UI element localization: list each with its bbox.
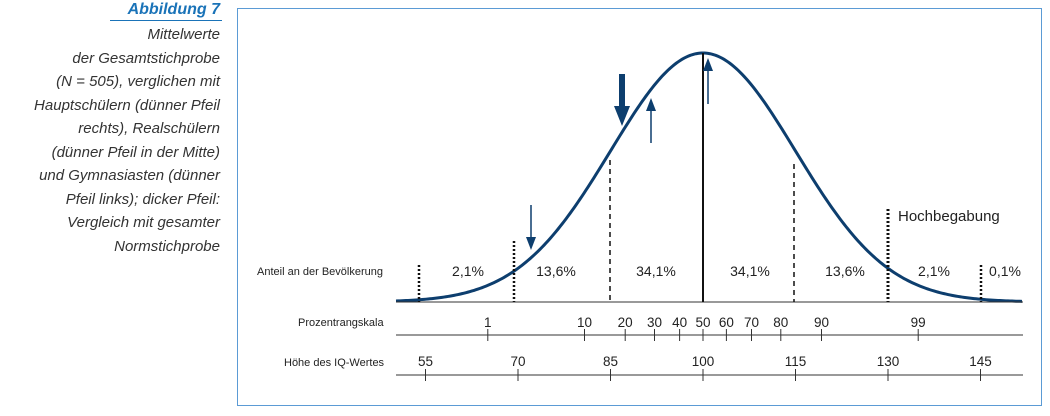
percentile-tick-1-label: 1 [484,315,492,330]
percentile-tick-10-label: 10 [577,315,592,330]
normal-distribution-diagram: Anteil an der Bevölkerung Prozentrangska… [257,51,1023,381]
row-label-population: Anteil an der Bevölkerung [257,266,383,278]
figure-caption: Abbildung 7 Mittelwerte der Gesamtstichp… [0,0,222,258]
percentile-tick-70-label: 70 [744,315,759,330]
caption-title: Abbildung 7 [110,0,222,21]
iq-tick-85-label: 85 [603,354,618,369]
iq-tick-70-label: 70 [510,354,525,369]
row-label-iq: Höhe des IQ-Wertes [284,357,385,369]
segment-label-7: 0,1% [989,263,1021,279]
segment-label-6: 2,1% [918,263,950,279]
iq-tick-55-label: 55 [418,354,433,369]
segment-label-1: 2,1% [452,263,484,279]
percentile-tick-20-label: 20 [618,315,633,330]
row-label-percentile: Prozentrangskala [298,317,384,329]
caption-body: Mittelwerte der Gesamtstichprobe (N = 50… [34,26,220,255]
figure-frame: Anteil an der Bevölkerung Prozentrangska… [237,8,1042,406]
percentile-tick-80-label: 80 [773,315,788,330]
percentile-tick-50-label: 50 [695,315,710,330]
segment-label-4: 34,1% [730,263,770,279]
iq-ticks: 55 70 85 100 115 130 145 [418,354,992,381]
segment-label-3: 34,1% [636,263,676,279]
thick-arrow-down-icon [614,74,630,126]
segment-label-2: 13,6% [536,263,576,279]
iq-tick-145-label: 145 [969,354,992,369]
percentile-tick-90-label: 90 [814,315,829,330]
percentile-tick-40-label: 40 [672,315,687,330]
percentile-tick-30-label: 30 [647,315,662,330]
percentile-ticks: 1 10 20 30 40 50 60 70 80 90 99 [484,315,926,341]
giftedness-label: Hochbegabung [898,208,1000,225]
segment-label-5: 13,6% [825,263,865,279]
percentile-tick-60-label: 60 [719,315,734,330]
iq-tick-115-label: 115 [785,354,807,369]
thin-arrow-up-middle-icon [646,98,656,143]
iq-tick-100-label: 100 [692,354,715,369]
bell-curve [395,51,1023,303]
thin-arrow-up-right-icon [703,58,713,104]
iq-tick-130-label: 130 [877,354,900,369]
thin-arrow-down-icon [526,205,536,250]
percentile-tick-99-label: 99 [911,315,926,330]
